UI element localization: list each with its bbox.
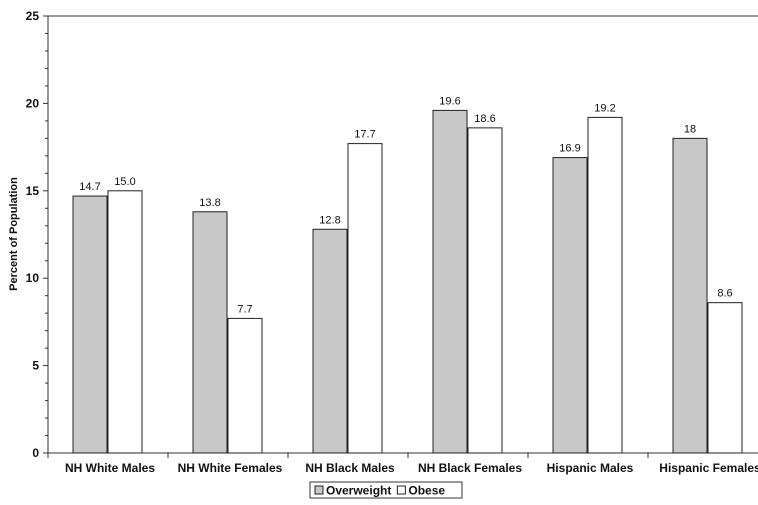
y-tick-label: 20 (26, 96, 40, 110)
labels-layer: 14.7 15.0 NH White Males 13.8 7.7 NH White Fe… (65, 95, 758, 475)
bar-obese (227, 317, 263, 454)
y-tick-label: 5 (32, 359, 39, 373)
data-label: 18.6 (474, 113, 495, 125)
axes-layer: 0 5 10 15 20 25 (26, 9, 758, 460)
data-label: 16.9 (559, 143, 580, 155)
y-tick-label: 25 (26, 9, 40, 23)
data-label: 18 (684, 123, 696, 135)
data-label: 8.6 (717, 288, 732, 300)
y-tick-label: 10 (26, 271, 40, 285)
x-category-label: Hispanic Females (659, 461, 758, 475)
legend-swatch-obese (396, 485, 406, 495)
bar-obese (107, 190, 143, 454)
y-tick-label: 0 (32, 446, 39, 460)
bar-overweight (192, 211, 228, 454)
data-label: 12.8 (319, 214, 340, 226)
legend-box (309, 481, 463, 499)
bar-overweight (72, 195, 108, 454)
legend-label: Overweight (326, 484, 391, 498)
bar-obese (587, 116, 623, 454)
bars-layer (72, 109, 743, 454)
x-category-label: NH Black Males (305, 461, 395, 475)
data-label: 7.7 (237, 303, 252, 315)
legend: Overweight Obese (309, 481, 463, 499)
legend-swatch-overweight (314, 485, 324, 495)
data-label: 15.0 (114, 176, 135, 188)
x-category-label: Hispanic Males (547, 461, 634, 475)
data-label: 17.7 (354, 129, 375, 141)
data-label: 13.8 (199, 197, 220, 209)
bar-overweight (672, 137, 708, 454)
data-label: 19.6 (439, 95, 460, 107)
bar-obese (707, 302, 743, 454)
bar-obese (467, 127, 503, 454)
legend-label: Obese (408, 484, 445, 498)
bar-overweight (312, 228, 348, 454)
x-category-label: NH White Females (178, 461, 283, 475)
x-category-label: NH White Males (65, 461, 155, 475)
data-label: 14.7 (79, 181, 100, 193)
bar-obese (347, 143, 383, 454)
y-tick-label: 15 (26, 184, 40, 198)
x-category-label: NH Black Females (418, 461, 522, 475)
bar-overweight (432, 109, 468, 454)
bar-overweight (552, 157, 588, 454)
y-axis-title: Percent of Population (8, 177, 20, 291)
data-label: 19.2 (594, 102, 615, 114)
